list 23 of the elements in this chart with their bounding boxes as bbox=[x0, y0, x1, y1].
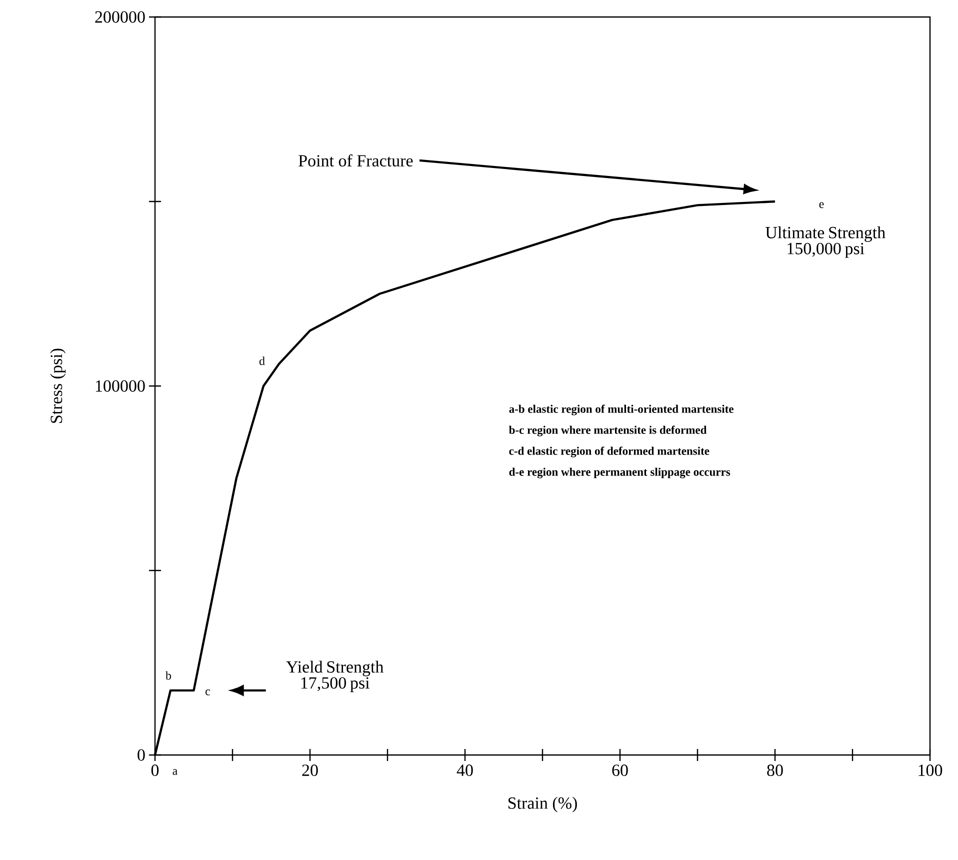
x-tick-label: 20 bbox=[302, 764, 318, 776]
y-axis-title: Stress (psi) bbox=[50, 348, 66, 423]
annotation: d bbox=[259, 356, 265, 366]
x-tick-label: 0 bbox=[151, 764, 159, 776]
annotation: c-d elastic region of deformed martensite bbox=[509, 446, 710, 458]
annotation: b bbox=[166, 671, 172, 680]
annotation: e bbox=[819, 202, 824, 208]
annotation: a-b elastic region of multi-oriented martensite bbox=[509, 404, 734, 416]
y-tick-label: 100000 bbox=[96, 380, 145, 392]
x-tick-label: 60 bbox=[612, 764, 628, 776]
annotation: Yield Strength 17,500 psi bbox=[286, 660, 384, 692]
y-tick-label: 0 bbox=[138, 749, 145, 761]
y-tick-label: 200000 bbox=[95, 11, 145, 23]
annotation: c bbox=[206, 690, 210, 696]
annotation: d-e region where permanent slippage occurrs bbox=[509, 468, 730, 478]
x-tick-label: 80 bbox=[767, 764, 783, 776]
x-tick-label: 100 bbox=[918, 764, 942, 776]
annotation: Ultimate Strength 150,000 psi bbox=[766, 226, 886, 258]
x-tick-label: 40 bbox=[456, 764, 473, 776]
annotation: Point of Fracture bbox=[298, 154, 413, 166]
annotation: b-c region where martensite is deformed bbox=[508, 426, 707, 436]
annotation: a bbox=[172, 769, 178, 775]
x-axis-title: Strain (%) bbox=[508, 796, 577, 812]
